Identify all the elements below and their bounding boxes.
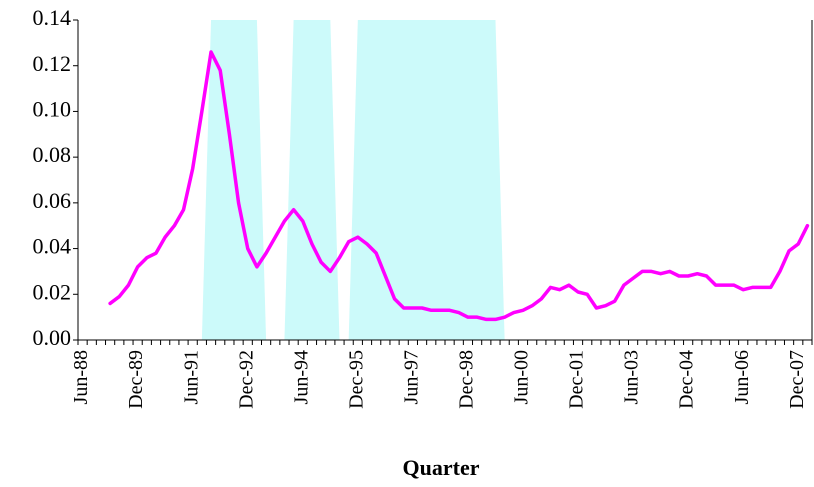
y-tick-label: 0.04 bbox=[33, 234, 72, 259]
x-tick-label: Jun-00 bbox=[511, 350, 533, 404]
x-tick-label: Jun-88 bbox=[70, 350, 92, 404]
y-tick-label: 0.00 bbox=[33, 325, 72, 350]
y-tick-label: 0.02 bbox=[33, 279, 72, 304]
x-tick-label: Dec-89 bbox=[125, 350, 147, 409]
shaded-area bbox=[82, 20, 808, 340]
y-tick-label: 0.12 bbox=[33, 51, 72, 76]
x-tick-label: Dec-07 bbox=[786, 350, 808, 409]
x-tick-label: Dec-95 bbox=[345, 350, 367, 409]
y-tick-label: 0.08 bbox=[33, 142, 72, 167]
x-axis-title: Quarter bbox=[403, 455, 480, 480]
x-tick-label: Jun-97 bbox=[400, 350, 422, 404]
x-tick-label: Dec-92 bbox=[235, 350, 257, 409]
data-line bbox=[108, 50, 810, 322]
y-tick-label: 0.06 bbox=[33, 188, 72, 213]
x-tick-label: Dec-98 bbox=[456, 350, 478, 409]
x-tick-label: Dec-01 bbox=[566, 350, 588, 409]
y-tick-label: 0.14 bbox=[33, 5, 72, 30]
x-tick-label: Jun-06 bbox=[731, 350, 753, 404]
x-tick-label: Jun-91 bbox=[180, 350, 202, 404]
x-tick-label: Dec-04 bbox=[676, 350, 698, 409]
y-tick-label: 0.10 bbox=[33, 96, 72, 121]
x-tick-label: Jun-03 bbox=[621, 350, 643, 404]
x-tick-label: Jun-94 bbox=[290, 350, 312, 404]
